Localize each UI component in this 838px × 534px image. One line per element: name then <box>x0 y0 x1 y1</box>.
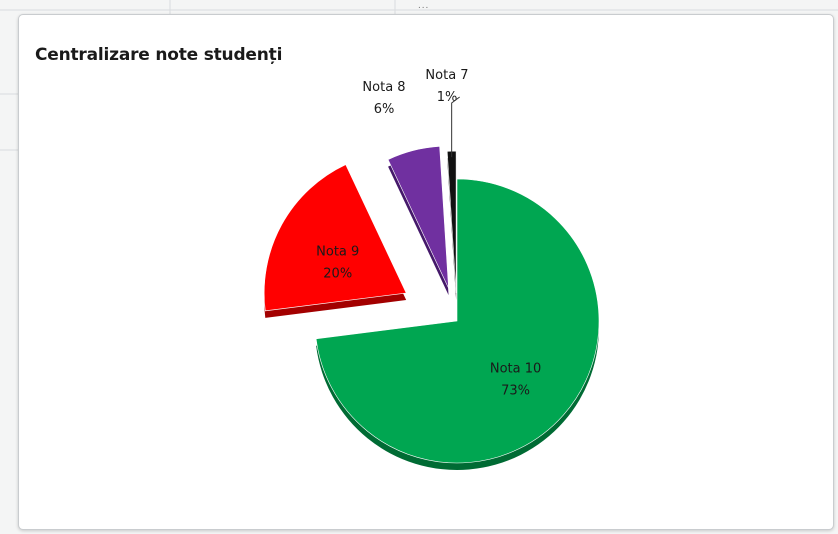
slice-label-nota-10: Nota 10 <box>490 362 541 377</box>
chart-title: Centralizare note studenți <box>35 45 283 65</box>
chart-area[interactable]: Centralizare note studenți Nota 10 73% Not… <box>18 14 834 530</box>
leader-line-nota-7 <box>451 96 460 158</box>
slice-percent-nota-8: 6% <box>374 102 395 117</box>
pie-chart: Nota 10 73% Nota 9 20% Nota 8 6% Nota 7 1% <box>263 68 600 471</box>
slice-percent-nota-7: 1% <box>437 90 458 105</box>
pie-slice-nota-8[interactable] <box>387 146 449 289</box>
slice-label-nota-7: Nota 7 <box>425 68 468 83</box>
slice-label-nota-9: Nota 9 <box>316 244 359 259</box>
slice-percent-nota-9: 20% <box>323 266 352 281</box>
pie-slice-nota-10[interactable] <box>315 178 600 464</box>
slice-percent-nota-10: 73% <box>501 384 530 399</box>
slice-label-nota-8: Nota 8 <box>362 80 405 95</box>
pie-slice-nota-9[interactable] <box>263 164 407 312</box>
pie-slice-nota-7[interactable] <box>446 150 457 294</box>
cell-fragment: ... <box>418 0 430 11</box>
